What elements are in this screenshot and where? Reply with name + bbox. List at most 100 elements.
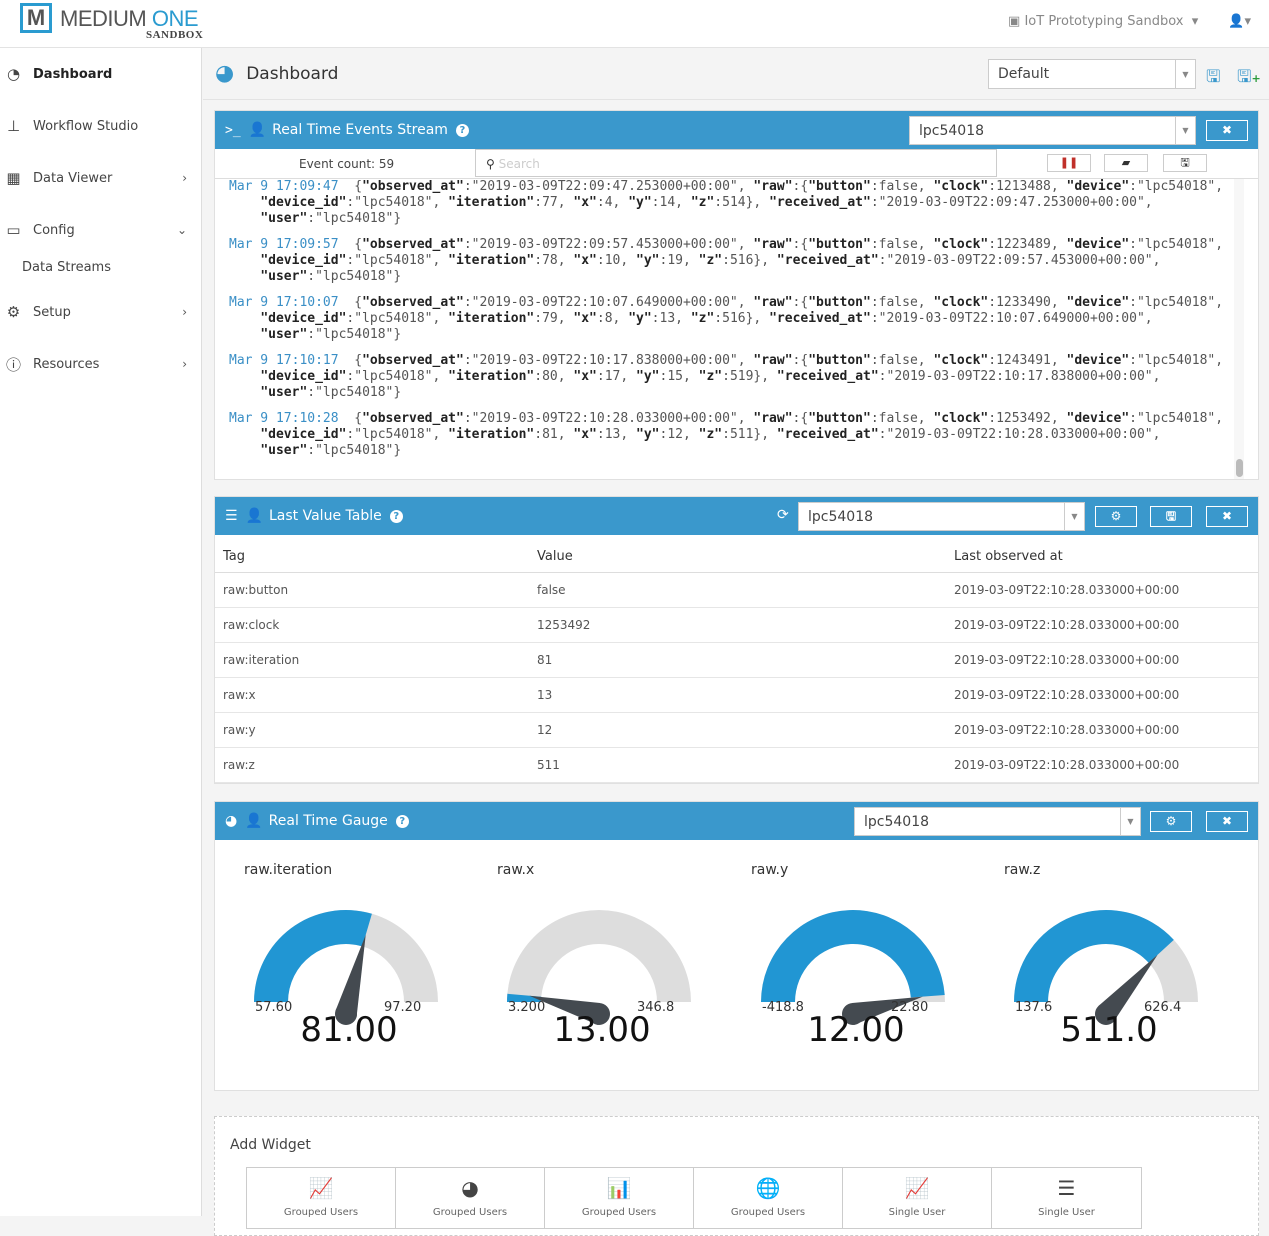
gauge-max: 346.8 bbox=[637, 1000, 675, 1015]
device-select[interactable]: lpc54018 ▼ bbox=[798, 502, 1085, 531]
bar-chart-icon: 📊 bbox=[606, 1176, 632, 1200]
close-widget-button[interactable]: ✖ bbox=[1206, 506, 1248, 527]
add-widget-option[interactable]: ◕ Grouped Users bbox=[396, 1168, 545, 1228]
help-icon[interactable]: ? bbox=[455, 123, 469, 137]
save-layout-icon[interactable]: 🖫 bbox=[1206, 67, 1221, 87]
globe-icon: 🌐 bbox=[755, 1176, 781, 1200]
sidebar-item-setup[interactable]: ⚙ Setup › bbox=[0, 286, 201, 338]
caret-down-icon: ▾ bbox=[1191, 14, 1199, 29]
settings-button[interactable]: ⚙ bbox=[1150, 811, 1192, 832]
chevron-right-icon: › bbox=[182, 305, 187, 319]
settings-button[interactable]: ⚙ bbox=[1095, 506, 1137, 527]
sidebar-item-dashboard[interactable]: ◔ Dashboard bbox=[0, 48, 201, 100]
log-timestamp: Mar 9 17:10:17 bbox=[229, 353, 339, 368]
logo-accent: ONE bbox=[151, 6, 199, 31]
gauge-label: raw.z bbox=[1004, 862, 1041, 878]
device-select[interactable]: lpc54018 ▼ bbox=[854, 807, 1141, 836]
event-log[interactable]: Mar 9 17:09:47 {"observed_at":"2019-03-0… bbox=[215, 179, 1258, 479]
save-icon: 🖫 bbox=[1180, 156, 1190, 169]
table-cell: 2019-03-09T22:10:28.033000+00:00 bbox=[946, 572, 1258, 608]
table-cell: raw:iteration bbox=[215, 642, 529, 678]
help-icon[interactable]: ? bbox=[389, 509, 403, 523]
dashboard-icon: ◕ bbox=[225, 813, 238, 829]
log-timestamp: Mar 9 17:10:28 bbox=[229, 411, 339, 426]
gauge-hub bbox=[1095, 1003, 1117, 1025]
sidebar: ◔ Dashboard ⊥ Workflow Studio ▦ Data Viewer… bbox=[0, 48, 202, 1216]
sidebar-item-resources[interactable]: ⓘ Resources › bbox=[0, 338, 201, 390]
user-menu[interactable]: 👤▾ bbox=[1228, 14, 1251, 29]
log-entry: Mar 9 17:10:28 {"observed_at":"2019-03-0… bbox=[229, 411, 1244, 459]
gauge-dial bbox=[254, 910, 438, 1025]
widget-title: Real Time Events Stream bbox=[272, 122, 448, 138]
gauge: raw.z 137.6 626.4 511.0 bbox=[984, 862, 1234, 1062]
sidebar-item-workflow-studio[interactable]: ⊥ Workflow Studio bbox=[0, 100, 201, 152]
gauge-dial bbox=[507, 910, 691, 1025]
close-widget-button[interactable]: ✖ bbox=[1206, 120, 1248, 141]
refresh-icon[interactable]: ⟳ bbox=[777, 507, 789, 523]
widget-title: Real Time Gauge bbox=[268, 813, 388, 829]
table-cell: raw:x bbox=[215, 677, 529, 713]
save-as-new-layout-icon[interactable]: 🖫+ bbox=[1237, 67, 1261, 87]
log-entry: Mar 9 17:09:57 {"observed_at":"2019-03-0… bbox=[229, 237, 1244, 285]
sidebar-item-data-streams[interactable]: Data Streams bbox=[22, 259, 111, 275]
caret-down-icon: ▼ bbox=[1120, 808, 1140, 835]
add-widget-option[interactable]: 📈 Grouped Users bbox=[247, 1168, 396, 1228]
sidebar-item-data-viewer[interactable]: ▦ Data Viewer › bbox=[0, 152, 201, 204]
widget-title: Last Value Table bbox=[269, 508, 382, 524]
add-widget-option[interactable]: ☰ Single User bbox=[992, 1168, 1141, 1228]
gauge-needle bbox=[852, 996, 923, 1025]
log-timestamp: Mar 9 17:10:07 bbox=[229, 295, 339, 310]
search-icon: ⚲ bbox=[486, 157, 495, 171]
table-cell: 12 bbox=[529, 712, 946, 748]
column-header: Value bbox=[529, 535, 946, 573]
pie-chart-icon: ◕ bbox=[461, 1176, 479, 1200]
logo[interactable]: M MEDIUM ONE bbox=[20, 3, 199, 35]
logo-mark: M bbox=[20, 3, 52, 33]
table-cell: false bbox=[529, 572, 946, 608]
save-button[interactable]: 🖫 bbox=[1150, 506, 1192, 527]
add-widget-option[interactable]: 📈 Single User bbox=[843, 1168, 992, 1228]
project-dropdown[interactable]: ▣ IoT Prototyping Sandbox ▾ bbox=[1008, 14, 1199, 29]
caret-down-icon: ▼ bbox=[1175, 117, 1195, 144]
gauge-label: raw.iteration bbox=[244, 862, 333, 878]
add-widget-option[interactable]: 🌐 Grouped Users bbox=[694, 1168, 843, 1228]
device-select[interactable]: lpc54018 ▼ bbox=[909, 116, 1196, 145]
desktop-icon: ▭ bbox=[6, 221, 21, 239]
gauge-label: raw.y bbox=[751, 862, 789, 878]
pause-button[interactable]: ❚❚ bbox=[1047, 154, 1091, 172]
table-cell: raw:button bbox=[215, 572, 529, 608]
log-payload: {"observed_at":"2019-03-09T22:10:17.8380… bbox=[260, 353, 1224, 400]
chevron-right-icon: › bbox=[182, 171, 187, 185]
gauge-hub bbox=[335, 1003, 357, 1025]
gauge-fill bbox=[507, 993, 542, 1002]
terminal-icon: >_ bbox=[225, 122, 241, 138]
server-icon: ☰ bbox=[1057, 1176, 1076, 1200]
save-log-button[interactable]: 🖫 bbox=[1163, 154, 1207, 172]
table-cell: 2019-03-09T22:10:28.033000+00:00 bbox=[946, 677, 1258, 713]
main-content: ◕ Dashboard Default ▼ 🖫 🖫+ >_ 👤 Real Time… bbox=[203, 48, 1269, 1236]
sidebar-item-config[interactable]: ▭ Config ⌄ bbox=[0, 204, 201, 256]
gauge: raw.y -418.8 22.80 12.00 bbox=[731, 862, 981, 1062]
table-row: raw:button false 2019-03-09T22:10:28.03300… bbox=[215, 572, 1258, 608]
help-icon[interactable]: ? bbox=[395, 814, 409, 828]
log-scrollbar[interactable] bbox=[1234, 179, 1244, 479]
gauge: raw.x 3.200 346.8 13.00 bbox=[477, 862, 727, 1062]
table-cell: raw:clock bbox=[215, 607, 529, 643]
table-icon: ▦ bbox=[6, 169, 21, 187]
gauge: raw.iteration 57.60 97.20 81.00 bbox=[224, 862, 474, 1062]
add-widget-title: Add Widget bbox=[230, 1137, 311, 1153]
close-widget-button[interactable]: ✖ bbox=[1206, 811, 1248, 832]
gauge-max: 626.4 bbox=[1144, 1000, 1182, 1015]
clear-button[interactable]: ▰ bbox=[1104, 154, 1148, 172]
gauge-fill bbox=[1014, 910, 1174, 1002]
list-icon: ☰ bbox=[225, 508, 238, 524]
log-entry: Mar 9 17:10:17 {"observed_at":"2019-03-0… bbox=[229, 353, 1244, 401]
log-timestamp: Mar 9 17:09:47 bbox=[229, 179, 339, 194]
table-cell: raw:z bbox=[215, 747, 529, 783]
table-cell: 81 bbox=[529, 642, 946, 678]
column-header: Tag bbox=[215, 535, 529, 573]
search-input[interactable]: ⚲ Search bbox=[475, 149, 997, 177]
layout-select[interactable]: Default ▼ bbox=[988, 59, 1196, 89]
gauge-needle bbox=[529, 995, 600, 1025]
add-widget-option[interactable]: 📊 Grouped Users bbox=[545, 1168, 694, 1228]
